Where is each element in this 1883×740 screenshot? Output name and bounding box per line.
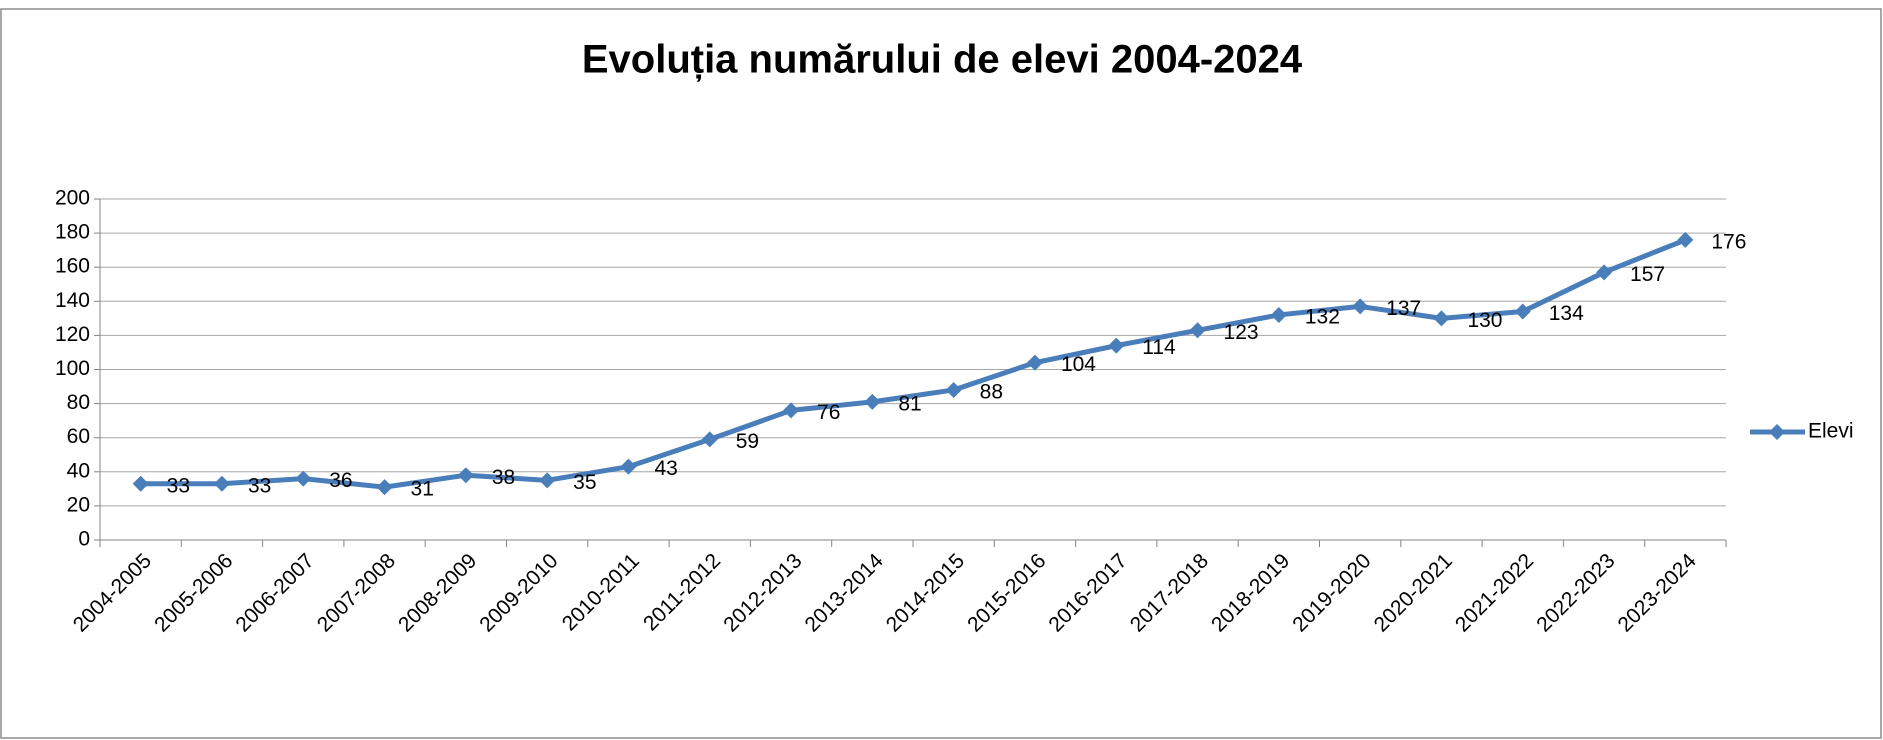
marker (457, 467, 474, 484)
y-tick-label: 0 (78, 528, 90, 551)
y-tick-label: 180 (55, 221, 90, 244)
marker (376, 479, 393, 496)
data-label: 35 (573, 471, 596, 494)
y-tick-label: 40 (67, 459, 90, 482)
data-label: 36 (329, 469, 352, 492)
marker (1108, 337, 1125, 354)
marker (864, 393, 881, 410)
data-label: 130 (1467, 309, 1502, 332)
chart-title: Evoluția numărului de elevi 2004-2024 (582, 38, 1303, 82)
marker (1433, 310, 1450, 327)
marker (539, 472, 556, 489)
marker (1189, 322, 1206, 339)
y-tick-label: 60 (67, 425, 90, 448)
data-label: 33 (167, 474, 190, 497)
marker (620, 458, 637, 475)
y-tick-label: 200 (55, 187, 90, 210)
marker (1352, 298, 1369, 315)
y-tick-label: 140 (55, 289, 90, 312)
y-tick-label: 20 (67, 493, 90, 516)
chart-border (0, 8, 1882, 739)
data-label: 76 (817, 401, 840, 424)
marker (945, 381, 962, 398)
marker (295, 470, 312, 487)
data-label: 134 (1549, 302, 1584, 325)
data-label: 137 (1386, 297, 1421, 320)
data-label: 59 (736, 430, 759, 453)
data-label: 104 (1061, 353, 1096, 376)
data-label: 81 (898, 392, 921, 415)
data-label: 123 (1224, 321, 1259, 344)
marker (1596, 264, 1613, 281)
marker (213, 475, 230, 492)
data-label: 33 (248, 474, 271, 497)
marker (783, 402, 800, 419)
data-label: 43 (654, 457, 677, 480)
data-label: 31 (411, 478, 434, 501)
data-label: 157 (1630, 263, 1665, 286)
marker (1514, 303, 1531, 320)
marker (132, 475, 149, 492)
data-label: 176 (1711, 230, 1746, 253)
data-label: 132 (1305, 305, 1340, 328)
data-label: 114 (1142, 336, 1176, 359)
data-label: 88 (980, 381, 1003, 404)
y-tick-label: 100 (55, 357, 90, 380)
y-tick-label: 80 (67, 391, 90, 414)
marker (1270, 306, 1287, 323)
y-tick-label: 160 (55, 255, 90, 278)
data-label: 38 (492, 466, 515, 489)
y-tick-label: 120 (55, 323, 90, 346)
marker (1677, 231, 1694, 248)
legend-label: Elevi (1808, 420, 1854, 443)
line (140, 237, 1687, 490)
legend-marker (1769, 424, 1785, 440)
marker (1026, 354, 1043, 371)
marker (701, 431, 718, 448)
